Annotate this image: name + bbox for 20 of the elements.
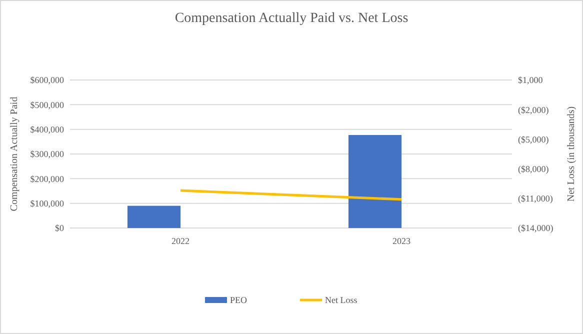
y2-tick-label: ($11,000) [518,194,553,204]
y2-tick-label: ($2,000) [518,104,549,115]
y-tick-label: $100,000 [30,198,64,208]
legend-label: Net Loss [325,295,358,306]
y2-axis-title: Net Loss (in thousands) [566,106,577,202]
y-tick-label: $400,000 [30,124,64,134]
y-axis-title: Compensation Actually Paid [9,96,20,212]
y-tick-label: $600,000 [30,75,64,86]
x-tick-label: 2022 [172,236,190,246]
y2-tick-label: ($5,000) [518,134,549,144]
legend-label: PEO [230,295,248,306]
y-tick-label: $200,000 [30,174,64,184]
y2-tick-label: ($8,000) [518,164,549,174]
y2-tick-label: ($14,000) [518,223,554,234]
y-tick-label: $300,000 [30,149,64,160]
y-tick-label: $500,000 [30,100,64,110]
chart-title: Compensation Actually Paid vs. Net Loss [174,11,408,26]
y2-tick-label: $1,000 [518,75,544,86]
x-tick-label: 2023 [392,236,411,246]
y-tick-label: $0 [55,223,64,234]
